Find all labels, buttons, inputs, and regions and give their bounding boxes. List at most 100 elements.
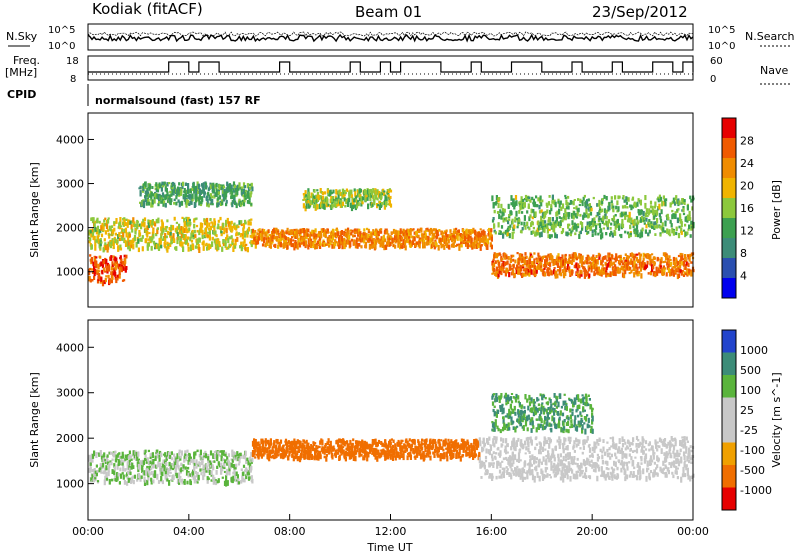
heatmap-cell [113, 227, 116, 232]
heatmap-cell [413, 231, 416, 235]
heatmap-cell [509, 259, 512, 263]
heatmap-cell [500, 203, 503, 209]
heatmap-cell [597, 223, 600, 226]
heatmap-cell [545, 255, 548, 259]
heatmap-cell [113, 463, 116, 468]
heatmap-cell [191, 193, 194, 199]
heatmap-cell [670, 261, 673, 266]
freq-unit: [MHz] [5, 66, 37, 79]
freq-label: Freq. [13, 54, 40, 67]
heatmap-cell [187, 188, 190, 194]
heatmap-cell [189, 244, 192, 250]
heatmap-cell [549, 209, 552, 215]
heatmap-cell [547, 201, 551, 206]
heatmap-cell [659, 259, 663, 264]
heatmap-cell [132, 475, 135, 478]
heatmap-cell [612, 261, 616, 265]
heatmap-cell [634, 202, 637, 208]
heatmap-cell [225, 202, 228, 207]
heatmap-cell [127, 236, 130, 242]
heatmap-cell [474, 231, 477, 236]
heatmap-cell [386, 230, 389, 234]
heatmap-cell [233, 469, 236, 475]
heatmap-cell [204, 227, 208, 233]
heatmap-cell [344, 450, 347, 457]
heatmap-cell [653, 209, 656, 216]
heatmap-cell [210, 474, 213, 477]
heatmap-cell [184, 234, 187, 239]
heatmap-cell [217, 244, 220, 251]
heatmap-cell [106, 247, 109, 253]
heatmap-cell [170, 451, 173, 455]
heatmap-cell [568, 228, 571, 231]
heatmap-cell [229, 223, 232, 228]
heatmap-cell [276, 439, 279, 445]
heatmap-cell [681, 198, 684, 202]
heatmap-cell [107, 217, 110, 220]
heatmap-cell [162, 201, 165, 207]
heatmap-cell [620, 257, 623, 262]
heatmap-cell [226, 456, 229, 461]
heatmap-cell [90, 233, 93, 238]
power-y-axis-label: Slant Range [km] [28, 162, 41, 258]
heatmap-cell [262, 440, 265, 444]
heatmap-cell [263, 236, 266, 240]
heatmap-cell [627, 261, 630, 265]
heatmap-cell [149, 184, 152, 189]
heatmap-cell [609, 257, 612, 263]
heatmap-cell [104, 242, 107, 246]
heatmap-cell [362, 232, 365, 236]
heatmap-cell [495, 201, 498, 204]
heatmap-cell [682, 206, 685, 210]
heatmap-cell [615, 205, 618, 210]
heatmap-cell [266, 242, 269, 246]
heatmap-cell [495, 266, 498, 271]
heatmap-cell [239, 454, 242, 459]
heatmap-cell [115, 479, 118, 482]
heatmap-cell [197, 474, 200, 479]
heatmap-cell [401, 236, 404, 240]
heatmap-cell [622, 195, 625, 199]
heatmap-cell [209, 193, 213, 197]
heatmap-cell [399, 228, 402, 234]
heatmap-cell [206, 198, 209, 203]
heatmap-cell [236, 479, 239, 482]
heatmap-cell [539, 227, 542, 231]
heatmap-cell [110, 478, 114, 482]
heatmap-cell [558, 259, 561, 263]
heatmap-cell [509, 224, 512, 228]
heatmap-cell [520, 196, 523, 202]
heatmap-cell [157, 202, 160, 207]
heatmap-cell [340, 241, 343, 245]
heatmap-cell [222, 465, 225, 469]
heatmap-cell [311, 445, 314, 450]
heatmap-cell [195, 466, 198, 469]
heatmap-cell [661, 270, 664, 276]
heatmap-cell [628, 255, 631, 259]
heatmap-cell [516, 225, 519, 229]
heatmap-cell [216, 456, 219, 462]
heatmap-cell [658, 269, 661, 273]
heatmap-cell [623, 260, 626, 264]
heatmap-cell [536, 204, 539, 208]
heatmap-cell [571, 220, 574, 226]
heatmap-cell [197, 477, 200, 481]
heatmap-cell [225, 247, 228, 250]
heatmap-cell [240, 468, 243, 472]
heatmap-cell [447, 239, 450, 244]
heatmap-cell [401, 439, 404, 442]
heatmap-cell [204, 450, 207, 454]
heatmap-cell [100, 277, 103, 282]
station-title: Kodiak (fitACF) [92, 0, 203, 18]
heatmap-cell [556, 210, 559, 216]
heatmap-cell [189, 473, 192, 477]
heatmap-cell [242, 454, 245, 459]
heatmap-cell [600, 218, 603, 223]
heatmap-cell [395, 447, 398, 453]
heatmap-cell [661, 200, 664, 207]
heatmap-cell [297, 445, 300, 450]
heatmap-cell [646, 214, 649, 217]
heatmap-cell [249, 468, 252, 473]
heatmap-cell [324, 444, 327, 449]
heatmap-cell [307, 445, 311, 450]
